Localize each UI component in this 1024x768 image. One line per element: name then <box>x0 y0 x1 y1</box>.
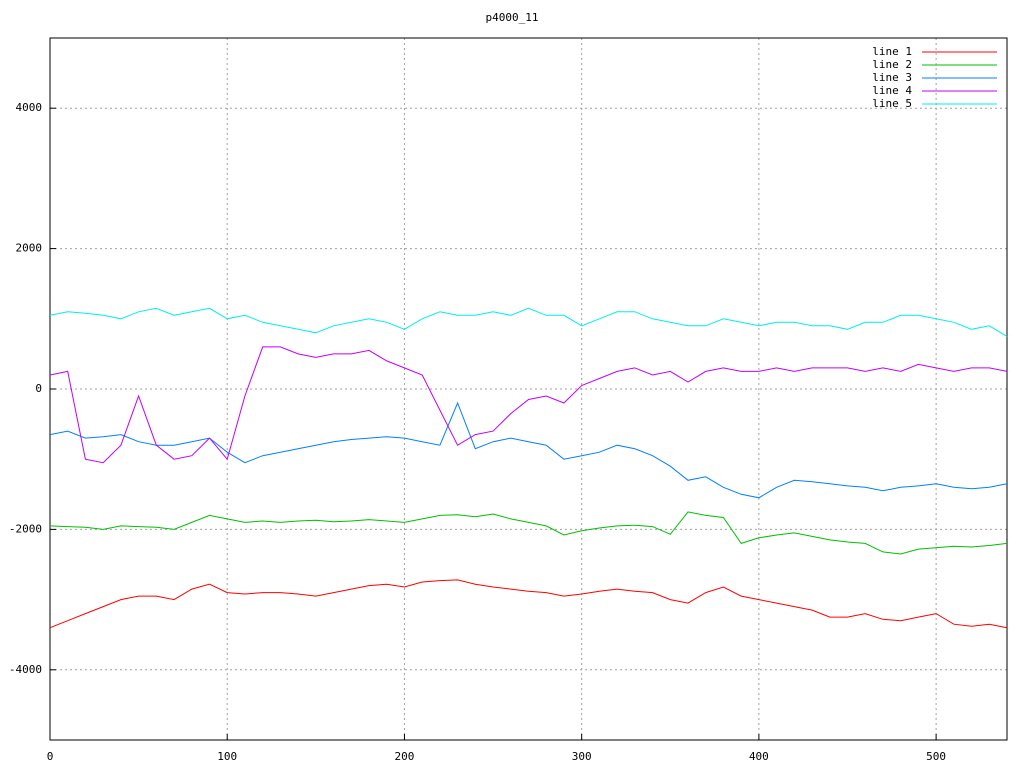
legend-label: line 1 <box>872 45 912 58</box>
legend-label: line 2 <box>872 58 912 71</box>
legend-label: line 3 <box>872 71 912 84</box>
legend-label: line 4 <box>872 84 912 97</box>
y-tick-label: 0 <box>35 382 42 395</box>
y-tick-label: -2000 <box>9 522 42 535</box>
legend-label: line 5 <box>872 97 912 110</box>
x-tick-label: 400 <box>749 750 769 763</box>
x-tick-label: 200 <box>395 750 415 763</box>
series-line <box>49 511 1008 555</box>
x-tick-label: 100 <box>217 750 237 763</box>
series-line <box>49 346 1008 464</box>
x-tick-label: 500 <box>926 750 946 763</box>
y-tick-label: 2000 <box>16 242 43 255</box>
x-tick-label: 0 <box>47 750 54 763</box>
series-line <box>49 579 1008 629</box>
chart-title: p4000_11 <box>486 11 539 24</box>
y-tick-label: 4000 <box>16 101 43 114</box>
plot-border <box>49 37 1008 741</box>
series-line <box>49 307 1008 337</box>
x-tick-label: 300 <box>572 750 592 763</box>
y-tick-label: -4000 <box>9 663 42 676</box>
